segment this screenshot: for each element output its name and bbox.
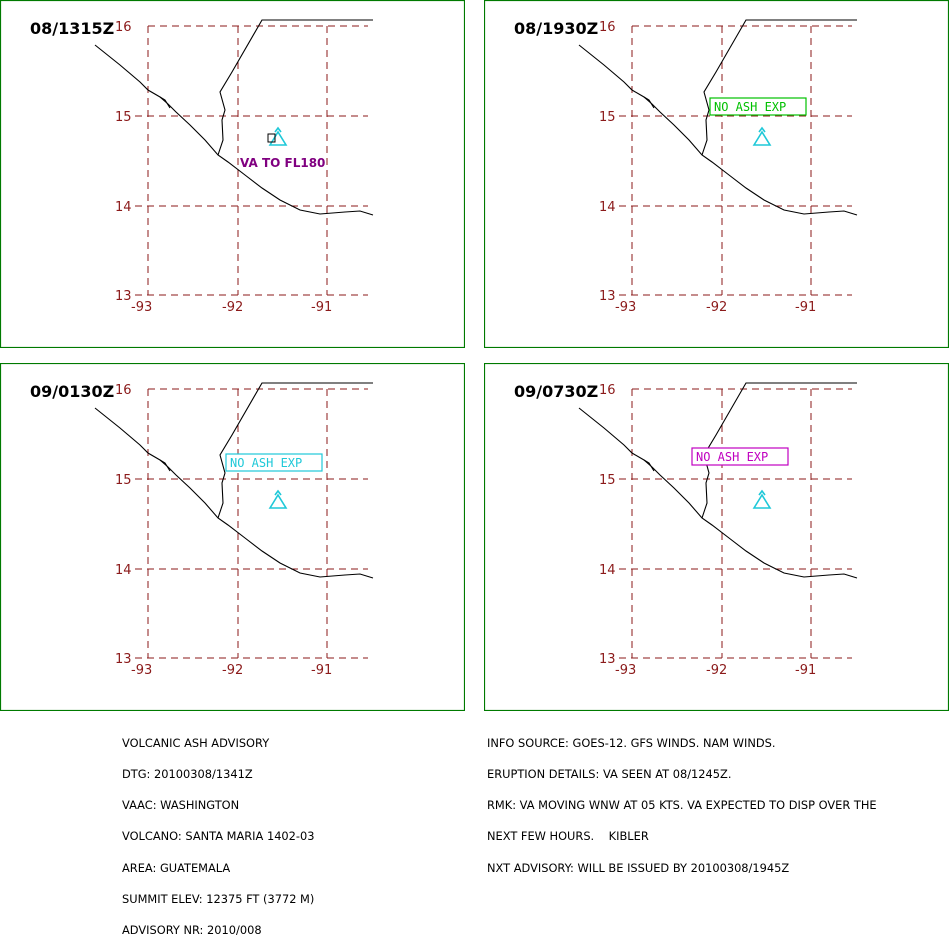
lat-tick-13: 13 (599, 289, 616, 304)
lat-tick-15: 15 (599, 473, 616, 488)
lon-tick-91: -91 (795, 300, 816, 315)
lat-tick-14: 14 (115, 200, 132, 215)
volcano-icon (752, 126, 772, 146)
lat-tick-13: 13 (115, 289, 132, 304)
lon-tick-91: -91 (311, 300, 332, 315)
panel-time-label: 08/1315Z (30, 19, 114, 38)
coastline (94, 382, 374, 579)
no-ash-box (691, 447, 789, 466)
map-svg-2: 16 15 14 13 -93 -92 -91 08/1930Z NO ASH … (484, 0, 949, 348)
map-panel-1: 16 15 14 13 -93 -92 -91 08/1315Z VA TO F… (0, 0, 465, 348)
lat-tick-15: 15 (115, 110, 132, 125)
axis-tick-labels: 16 15 14 13 -93 -92 -91 (115, 383, 332, 678)
lat-tick-15: 15 (115, 473, 132, 488)
map-svg-3: 16 15 14 13 -93 -92 -91 09/0130Z NO ASH … (0, 363, 465, 711)
advisory-line: RMK: VA MOVING WNW AT 05 KTS. VA EXPECTE… (487, 798, 877, 813)
panel-time-label: 09/0730Z (514, 382, 598, 401)
map-svg-1: 16 15 14 13 -93 -92 -91 08/1315Z VA TO F… (0, 0, 465, 348)
axis-tick-labels: 16 15 14 13 -93 -92 -91 (599, 20, 816, 315)
volcano-icon (268, 489, 288, 509)
lat-tick-16: 16 (599, 383, 616, 398)
advisory-line: NXT ADVISORY: WILL BE ISSUED BY 20100308… (487, 860, 790, 875)
lat-tick-16: 16 (599, 20, 616, 35)
lon-tick-91: -91 (311, 663, 332, 678)
lat-tick-14: 14 (599, 200, 616, 215)
lat-tick-13: 13 (599, 652, 616, 667)
axis-tick-labels: 16 15 14 13 -93 -92 -91 (599, 383, 816, 678)
advisory-line: VAAC: WASHINGTON (122, 798, 240, 813)
va-label: VA TO FL180 (240, 156, 325, 170)
panel-time-label: 08/1930Z (514, 19, 598, 38)
axis-tick-labels: 16 15 14 13 -93 -92 -91 (115, 20, 332, 315)
no-ash-box (225, 453, 323, 472)
lon-tick-93: -93 (615, 300, 636, 315)
lon-tick-92: -92 (222, 663, 243, 678)
lon-tick-92: -92 (706, 300, 727, 315)
coastline (94, 19, 374, 216)
panel-frame (0, 0, 465, 348)
lon-tick-93: -93 (131, 300, 152, 315)
no-ash-label: NO ASH EXP (230, 456, 302, 470)
lat-tick-13: 13 (115, 652, 132, 667)
panel-frame (484, 363, 949, 711)
advisory-line: INFO SOURCE: GOES-12. GFS WINDS. NAM WIN… (487, 735, 776, 750)
panel-time-label: 09/0130Z (30, 382, 114, 401)
panel-frame (0, 363, 465, 711)
volcano-icon (752, 489, 772, 509)
advisory-right-block: INFO SOURCE: GOES-12. GFS WINDS. NAM WIN… (487, 717, 877, 884)
map-panel-3: 16 15 14 13 -93 -92 -91 09/0130Z NO ASH … (0, 363, 465, 711)
coastline (578, 19, 858, 216)
advisory-line: SUMMIT ELEV: 12375 FT (3772 M) (122, 891, 315, 906)
lat-tick-14: 14 (599, 563, 616, 578)
lat-tick-16: 16 (115, 20, 132, 35)
lon-tick-91: -91 (795, 663, 816, 678)
lat-tick-16: 16 (115, 383, 132, 398)
no-ash-label: NO ASH EXP (696, 450, 768, 464)
map-svg-4: 16 15 14 13 -93 -92 -91 09/0730Z NO ASH … (484, 363, 949, 711)
lon-tick-93: -93 (615, 663, 636, 678)
advisory-line: VOLCANO: SANTA MARIA 1402-03 (122, 829, 315, 844)
lon-tick-92: -92 (222, 300, 243, 315)
lon-tick-93: -93 (131, 663, 152, 678)
no-ash-box (709, 97, 807, 116)
advisory-line: ADVISORY NR: 2010/008 (122, 923, 262, 938)
volcano-icon (268, 126, 288, 146)
lat-tick-15: 15 (599, 110, 616, 125)
no-ash-label: NO ASH EXP (714, 100, 786, 114)
advisory-left-block: VOLCANIC ASH ADVISORY DTG: 20100308/1341… (122, 717, 315, 946)
map-panel-4: 16 15 14 13 -93 -92 -91 09/0730Z NO ASH … (484, 363, 949, 711)
map-panel-2: 16 15 14 13 -93 -92 -91 08/1930Z NO ASH … (484, 0, 949, 348)
lat-tick-14: 14 (115, 563, 132, 578)
advisory-line: ERUPTION DETAILS: VA SEEN AT 08/1245Z. (487, 767, 732, 782)
advisory-line: VOLCANIC ASH ADVISORY (122, 735, 270, 750)
advisory-line: DTG: 20100308/1341Z (122, 767, 253, 782)
ash-marker (267, 133, 276, 143)
advisory-line: NEXT FEW HOURS. KIBLER (487, 829, 649, 844)
panel-frame (484, 0, 949, 348)
lon-tick-92: -92 (706, 663, 727, 678)
advisory-line: AREA: GUATEMALA (122, 860, 231, 875)
